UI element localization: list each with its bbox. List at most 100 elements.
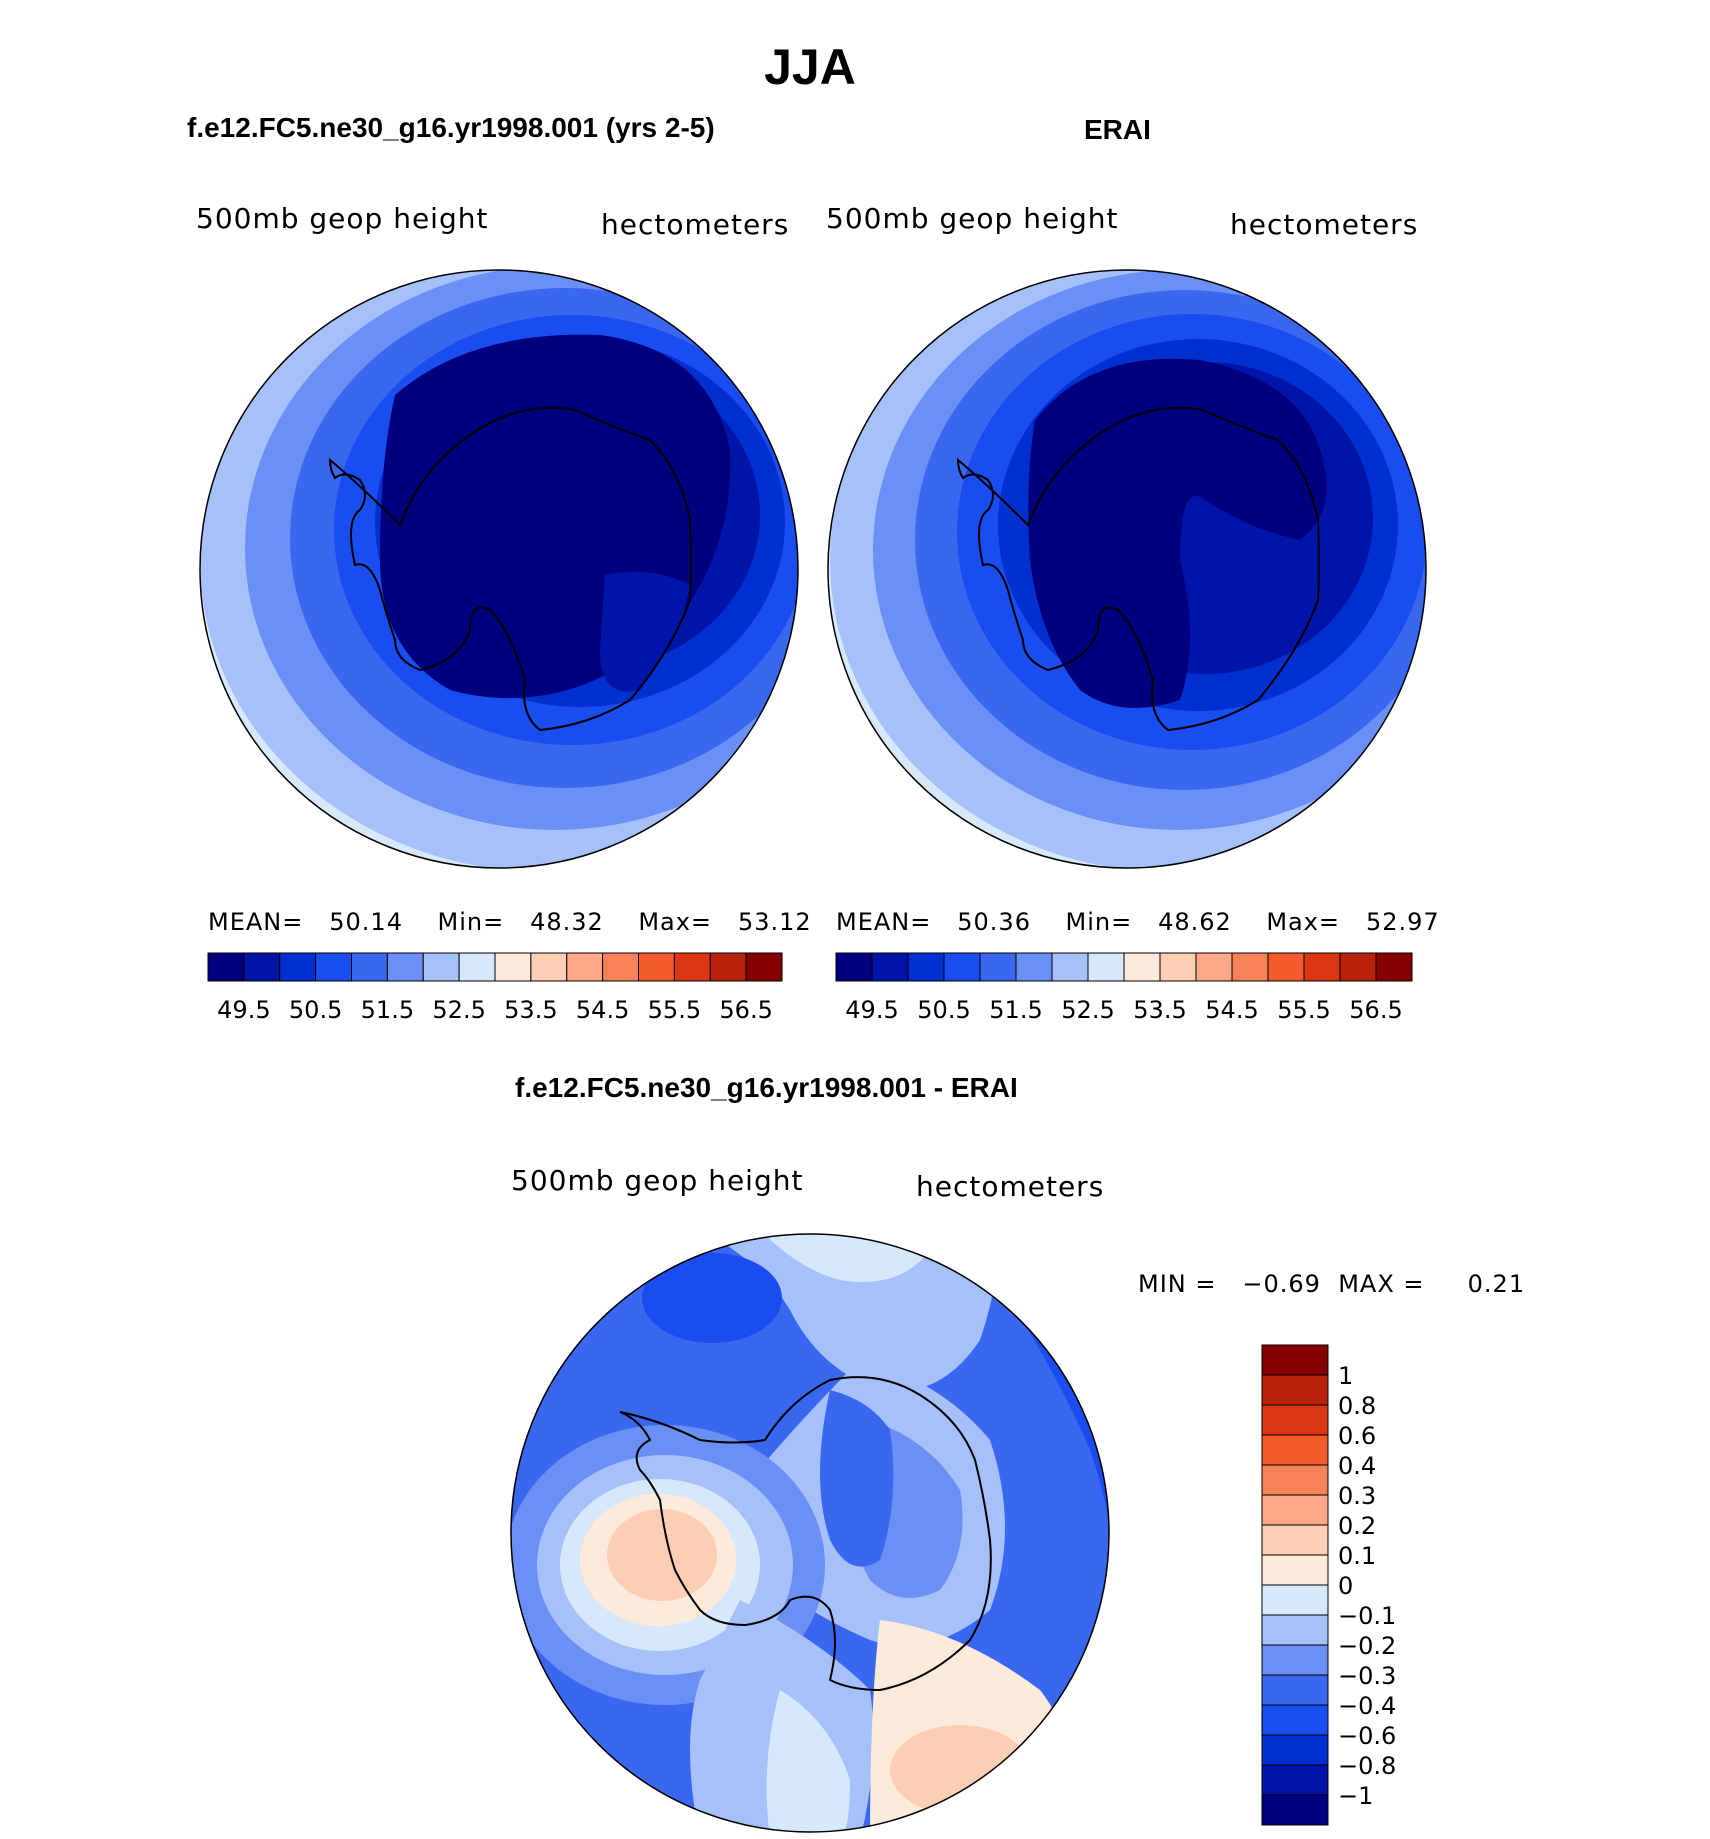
max-label: MAX = <box>1338 1270 1425 1298</box>
colorbar2-swatch <box>1087 952 1125 982</box>
colorbar1-swatch <box>709 952 747 982</box>
panel2-field-label: 500mb geop height <box>826 202 1119 235</box>
mean-label: MEAN= <box>836 908 932 936</box>
min-label: Min= <box>1065 908 1133 936</box>
mean-label: MEAN= <box>208 908 304 936</box>
min-label: Min= <box>437 908 505 936</box>
colorbar3-swatch <box>1261 1734 1329 1766</box>
panel2-map <box>827 269 1427 869</box>
colorbar3-swatch <box>1261 1794 1329 1826</box>
colorbar3-swatch <box>1261 1494 1329 1526</box>
colorbar1-swatch <box>279 952 317 982</box>
panel3-stats: MIN = −0.69 MAX = 0.21 <box>1138 1270 1525 1298</box>
colorbar3-tick-label: 0.8 <box>1338 1392 1376 1420</box>
main-title: JJA <box>764 39 856 95</box>
colorbar2-tick-label: 55.5 <box>1277 996 1330 1024</box>
panel1-field-label: 500mb geop height <box>196 202 489 235</box>
panel1-colorbar: 49.5 50.5 51.5 52.5 53.5 54.5 55.5 56.5 <box>207 952 783 1024</box>
colorbar2-swatch <box>871 952 909 982</box>
panel2-title: ERAI <box>1084 114 1151 145</box>
colorbar3-swatch <box>1261 1674 1329 1706</box>
panel1-map <box>199 269 799 869</box>
panel3-title: f.e12.FC5.ne30_g16.yr1998.001 - ERAI <box>515 1072 1018 1103</box>
max-label: Max= <box>638 908 713 936</box>
colorbar3-tick-label: −0.1 <box>1338 1602 1396 1630</box>
colorbar3-tick-label: −0.2 <box>1338 1632 1396 1660</box>
colorbar3-swatch <box>1261 1464 1329 1496</box>
colorbar2-tick-label: 50.5 <box>917 996 970 1024</box>
colorbar3-tick-label: 0.1 <box>1338 1542 1376 1570</box>
colorbar2-tick-label: 52.5 <box>1061 996 1114 1024</box>
colorbar1-tick-label: 56.5 <box>719 996 772 1024</box>
colorbar2-swatch <box>835 952 873 982</box>
colorbar1-tick-label: 54.5 <box>576 996 629 1024</box>
colorbar3-tick-label: 1 <box>1338 1362 1353 1390</box>
colorbar3-tick-label: 0.4 <box>1338 1452 1376 1480</box>
colorbar2-tick-label: 54.5 <box>1205 996 1258 1024</box>
colorbar1-swatch <box>243 952 281 982</box>
colorbar2-tick-label: 51.5 <box>989 996 1042 1024</box>
panel1-title: f.e12.FC5.ne30_g16.yr1998.001 (yrs 2-5) <box>187 112 715 143</box>
colorbar3-tick-label: 0.2 <box>1338 1512 1376 1540</box>
panel2-stats: MEAN= 50.36 Min= 48.62 Max= 52.97 <box>836 908 1440 936</box>
colorbar2-swatch <box>943 952 981 982</box>
antarctica-coastline <box>956 406 1320 732</box>
colorbar3-swatch <box>1261 1524 1329 1556</box>
colorbar3-tick-label: 0.6 <box>1338 1422 1376 1450</box>
antarctica-coastline <box>619 1376 992 1692</box>
colorbar3-tick-label: 0.3 <box>1338 1482 1376 1510</box>
colorbar3-tick-label: −0.4 <box>1338 1692 1396 1720</box>
panel3-field-label: 500mb geop height <box>511 1164 804 1197</box>
panel2-colorbar: 49.5 50.5 51.5 52.5 53.5 54.5 55.5 56.5 <box>835 952 1413 1024</box>
colorbar1-tick-label: 51.5 <box>361 996 414 1024</box>
colorbar1-swatch <box>745 952 783 982</box>
panel3-units-label: hectometers <box>916 1170 1105 1203</box>
colorbar2-swatch <box>907 952 945 982</box>
colorbar3-swatch <box>1261 1404 1329 1436</box>
colorbar1-tick-label: 50.5 <box>289 996 342 1024</box>
colorbar1-swatch <box>422 952 460 982</box>
panel1-stats: MEAN= 50.14 Min= 48.32 Max= 53.12 <box>208 908 812 936</box>
colorbar1-swatch <box>351 952 388 982</box>
colorbar2-swatch <box>1267 952 1305 982</box>
antarctica-coastline <box>328 406 692 732</box>
colorbar3-swatch <box>1261 1554 1329 1586</box>
colorbar3-tick-label: −0.6 <box>1338 1722 1396 1750</box>
colorbar3-swatch <box>1261 1584 1329 1616</box>
colorbar1-swatch <box>315 952 352 982</box>
panel1-units-label: hectometers <box>601 208 790 241</box>
colorbar3-tick-label: −0.8 <box>1338 1752 1396 1780</box>
colorbar1-swatch <box>566 952 604 982</box>
min-value: 48.62 <box>1158 908 1232 936</box>
max-value: 0.21 <box>1467 1270 1526 1298</box>
colorbar3-swatch <box>1261 1374 1329 1406</box>
colorbar2-swatch <box>1339 952 1377 982</box>
colorbar3-swatch <box>1261 1344 1329 1376</box>
colorbar2-swatch <box>1195 952 1233 982</box>
colorbar1-swatch <box>458 952 496 982</box>
colorbar3-swatch <box>1261 1764 1329 1796</box>
colorbar1-tick-label: 52.5 <box>432 996 485 1024</box>
panel3-colorbar: −1−0.8−0.6−0.4−0.3−0.2−0.100.10.20.30.40… <box>1261 1344 1396 1826</box>
colorbar3-swatch <box>1261 1644 1329 1676</box>
colorbar1-tick-label: 55.5 <box>648 996 701 1024</box>
colorbar3-tick-label: 0 <box>1338 1572 1353 1600</box>
colorbar1-tick-label: 49.5 <box>217 996 270 1024</box>
colorbar1-swatch <box>386 952 424 982</box>
max-value: 52.97 <box>1365 908 1440 936</box>
colorbar2-swatch <box>1231 952 1269 982</box>
colorbar2-swatch <box>1159 952 1197 982</box>
colorbar2-swatch <box>1123 952 1161 982</box>
colorbar2-swatch <box>1375 952 1413 982</box>
min-label: MIN = <box>1138 1270 1217 1298</box>
mean-value: 50.14 <box>329 908 403 936</box>
colorbar2-swatch <box>1051 952 1089 982</box>
colorbar2-tick-label: 49.5 <box>845 996 898 1024</box>
min-value: 48.32 <box>530 908 604 936</box>
colorbar1-swatch <box>602 952 639 982</box>
colorbar2-tick-label: 53.5 <box>1133 996 1186 1024</box>
colorbar2-swatch <box>979 952 1017 982</box>
colorbar1-tick-label: 53.5 <box>504 996 557 1024</box>
max-value: 53.12 <box>737 908 812 936</box>
